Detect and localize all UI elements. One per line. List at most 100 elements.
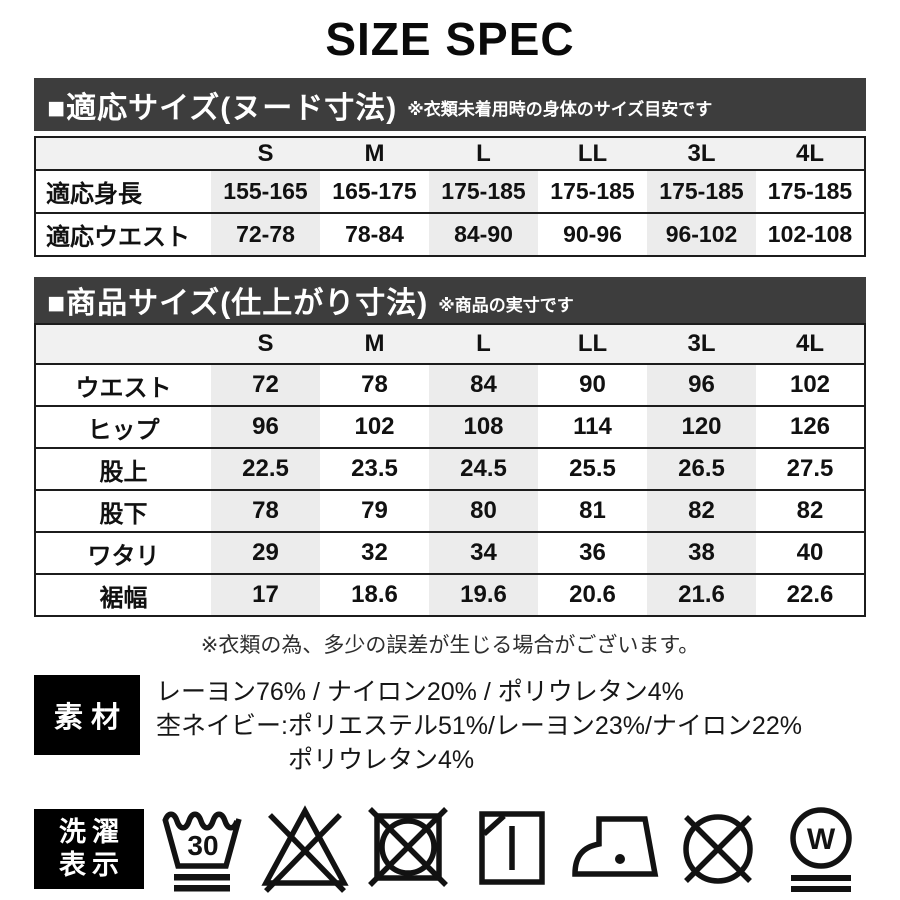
size-value-cell: 38 xyxy=(647,532,756,574)
size-header-row: S M L LL 3L 4L xyxy=(35,137,865,170)
row-label: 適応ウエスト xyxy=(46,224,190,251)
size-value-cell: 102 xyxy=(789,371,831,398)
row-label: ウエスト xyxy=(75,374,172,402)
size-header-row: S M L LL 3L 4L xyxy=(35,324,865,364)
table-row: 裾幅 17 18.6 19.6 20.6 21.6 22.6 xyxy=(35,574,865,616)
nude-size-heading: ■適応サイズ(ヌード寸法) xyxy=(47,91,398,125)
size-value-cell: 82 xyxy=(647,490,756,532)
size-value-cell: 20.6 xyxy=(569,581,616,608)
size-value-cell: 84-90 xyxy=(429,213,538,256)
size-value-cell: 79 xyxy=(361,497,388,524)
size-value-cell: 34 xyxy=(429,532,538,574)
row-label: 裾幅 xyxy=(99,584,148,612)
size-value-cell: 80 xyxy=(429,490,538,532)
table-row: ヒップ 96 102 108 114 120 126 xyxy=(35,406,865,448)
do-not-dry-clean-icon xyxy=(683,814,753,884)
table-row: 股上 22.5 23.5 24.5 25.5 26.5 27.5 xyxy=(35,448,865,490)
column-header-LL: LL xyxy=(577,139,608,167)
size-value-cell: 18.6 xyxy=(351,581,398,608)
row-label: ワタリ xyxy=(87,542,160,570)
size-value-cell: 19.6 xyxy=(429,574,538,616)
size-value-cell: 81 xyxy=(579,497,606,524)
size-value-cell: 26.5 xyxy=(647,448,756,490)
svg-text:30: 30 xyxy=(188,830,219,861)
size-value-cell: 96 xyxy=(647,364,756,406)
table-row: 適応ウエスト 72-78 78-84 84-90 90-96 96-102 102-108 xyxy=(35,213,865,256)
row-label: ヒップ xyxy=(87,416,160,444)
size-value-cell: 84 xyxy=(429,364,538,406)
column-header-M: M xyxy=(364,330,385,357)
table-row: 股下 78 79 80 81 82 82 xyxy=(35,490,865,532)
care-symbols-section: 洗濯 表示 30 xyxy=(34,801,866,897)
size-value-cell: 25.5 xyxy=(569,455,616,482)
row-label: 適応身長 xyxy=(46,181,142,208)
size-value-cell: 165-175 xyxy=(332,178,417,204)
material-composition: レーヨン76% / ナイロン20% / ポリウレタン4% 杢ネイビー:ポリエステ… xyxy=(156,675,802,777)
nude-size-subnote: ※衣類未着用時の身体のサイズ目安です xyxy=(407,100,713,119)
care-label-line: 表示 xyxy=(59,850,125,880)
row-label: 股下 xyxy=(99,500,148,528)
size-value-cell: 96 xyxy=(211,406,320,448)
column-header-S: S xyxy=(257,330,274,357)
size-value-cell: 155-165 xyxy=(211,170,320,213)
size-value-cell: 23.5 xyxy=(351,455,398,482)
column-header-M: M xyxy=(364,139,385,167)
product-size-subnote: ※商品の実寸です xyxy=(438,295,574,315)
size-value-cell: 102-108 xyxy=(767,221,853,247)
size-value-cell: 114 xyxy=(573,413,612,440)
product-size-heading: ■商品サイズ(仕上がり寸法) xyxy=(47,287,429,320)
size-value-cell: 90-96 xyxy=(563,221,622,247)
size-value-cell: 175-185 xyxy=(767,178,853,204)
size-value-cell: 175-185 xyxy=(429,170,538,213)
size-value-cell: 175-185 xyxy=(647,170,756,213)
product-size-section-header: ■商品サイズ(仕上がり寸法) ※商品の実寸です xyxy=(34,277,866,323)
do-not-tumble-dry-icon xyxy=(368,807,449,887)
size-value-cell: 36 xyxy=(579,539,606,566)
iron-low-heat-icon xyxy=(571,816,658,877)
column-header-L: L xyxy=(476,139,491,167)
size-value-cell: 78 xyxy=(361,371,388,398)
material-label-box: 素材 xyxy=(34,675,140,755)
empty-header-cell xyxy=(35,324,211,364)
column-header-L: L xyxy=(476,330,491,357)
size-value-cell: 78 xyxy=(211,490,320,532)
size-value-cell: 126 xyxy=(789,413,831,440)
tolerance-disclaimer: ※衣類の為、多少の誤差が生じる場合がございます。 xyxy=(200,634,700,657)
material-line: レーヨン76% / ナイロン20% / ポリウレタン4% xyxy=(156,678,684,706)
size-value-cell: 72 xyxy=(211,364,320,406)
table-row: ワタリ 29 32 34 36 38 40 xyxy=(35,532,865,574)
nude-size-table: S M L LL 3L 4L 適応身長 155-165 165-175 175-185 175-18… xyxy=(34,136,866,257)
column-header-4L: 4L xyxy=(795,330,824,357)
table-row: 適応身長 155-165 165-175 175-185 175-185 175-185 1… xyxy=(35,170,865,213)
material-section: 素材 レーヨン76% / ナイロン20% / ポリウレタン4% 杢ネイビー:ポリ… xyxy=(34,675,866,777)
material-line: ポリウレタン4% xyxy=(288,746,475,774)
page-title: SIZE SPEC xyxy=(325,13,575,65)
size-value-cell: 17 xyxy=(211,574,320,616)
size-value-cell: 24.5 xyxy=(429,448,538,490)
size-value-cell: 82 xyxy=(796,497,824,524)
column-header-3L: 3L xyxy=(687,139,716,167)
material-line: 杢ネイビー:ポリエステル51%/レーヨン23%/ナイロン22% xyxy=(156,712,802,740)
size-value-cell: 78-84 xyxy=(345,221,404,247)
size-value-cell: 27.5 xyxy=(786,455,834,482)
row-label: 股上 xyxy=(99,458,148,486)
line-dry-in-shade-icon xyxy=(478,811,545,885)
size-value-cell: 102 xyxy=(354,413,395,440)
product-size-table: S M L LL 3L 4L ウエスト 72 78 84 90 96 102 ヒップ 96 102 108 114… xyxy=(34,323,866,617)
empty-header-cell xyxy=(35,137,211,170)
size-value-cell: 40 xyxy=(796,539,824,566)
svg-text:W: W xyxy=(807,823,836,856)
size-value-cell: 29 xyxy=(211,532,320,574)
care-label-line: 洗濯 xyxy=(59,817,125,847)
nude-size-section-header: ■適応サイズ(ヌード寸法) ※衣類未着用時の身体のサイズ目安です xyxy=(34,78,866,131)
size-value-cell: 96-102 xyxy=(647,213,756,256)
size-value-cell: 21.6 xyxy=(647,574,756,616)
column-header-S: S xyxy=(257,139,274,167)
do-not-bleach-icon xyxy=(261,805,349,893)
size-value-cell: 22.6 xyxy=(786,581,834,608)
size-value-cell: 32 xyxy=(361,539,388,566)
column-header-4L: 4L xyxy=(795,139,824,167)
column-header-3L: 3L xyxy=(687,330,716,357)
care-label-box: 洗濯 表示 xyxy=(34,809,144,889)
